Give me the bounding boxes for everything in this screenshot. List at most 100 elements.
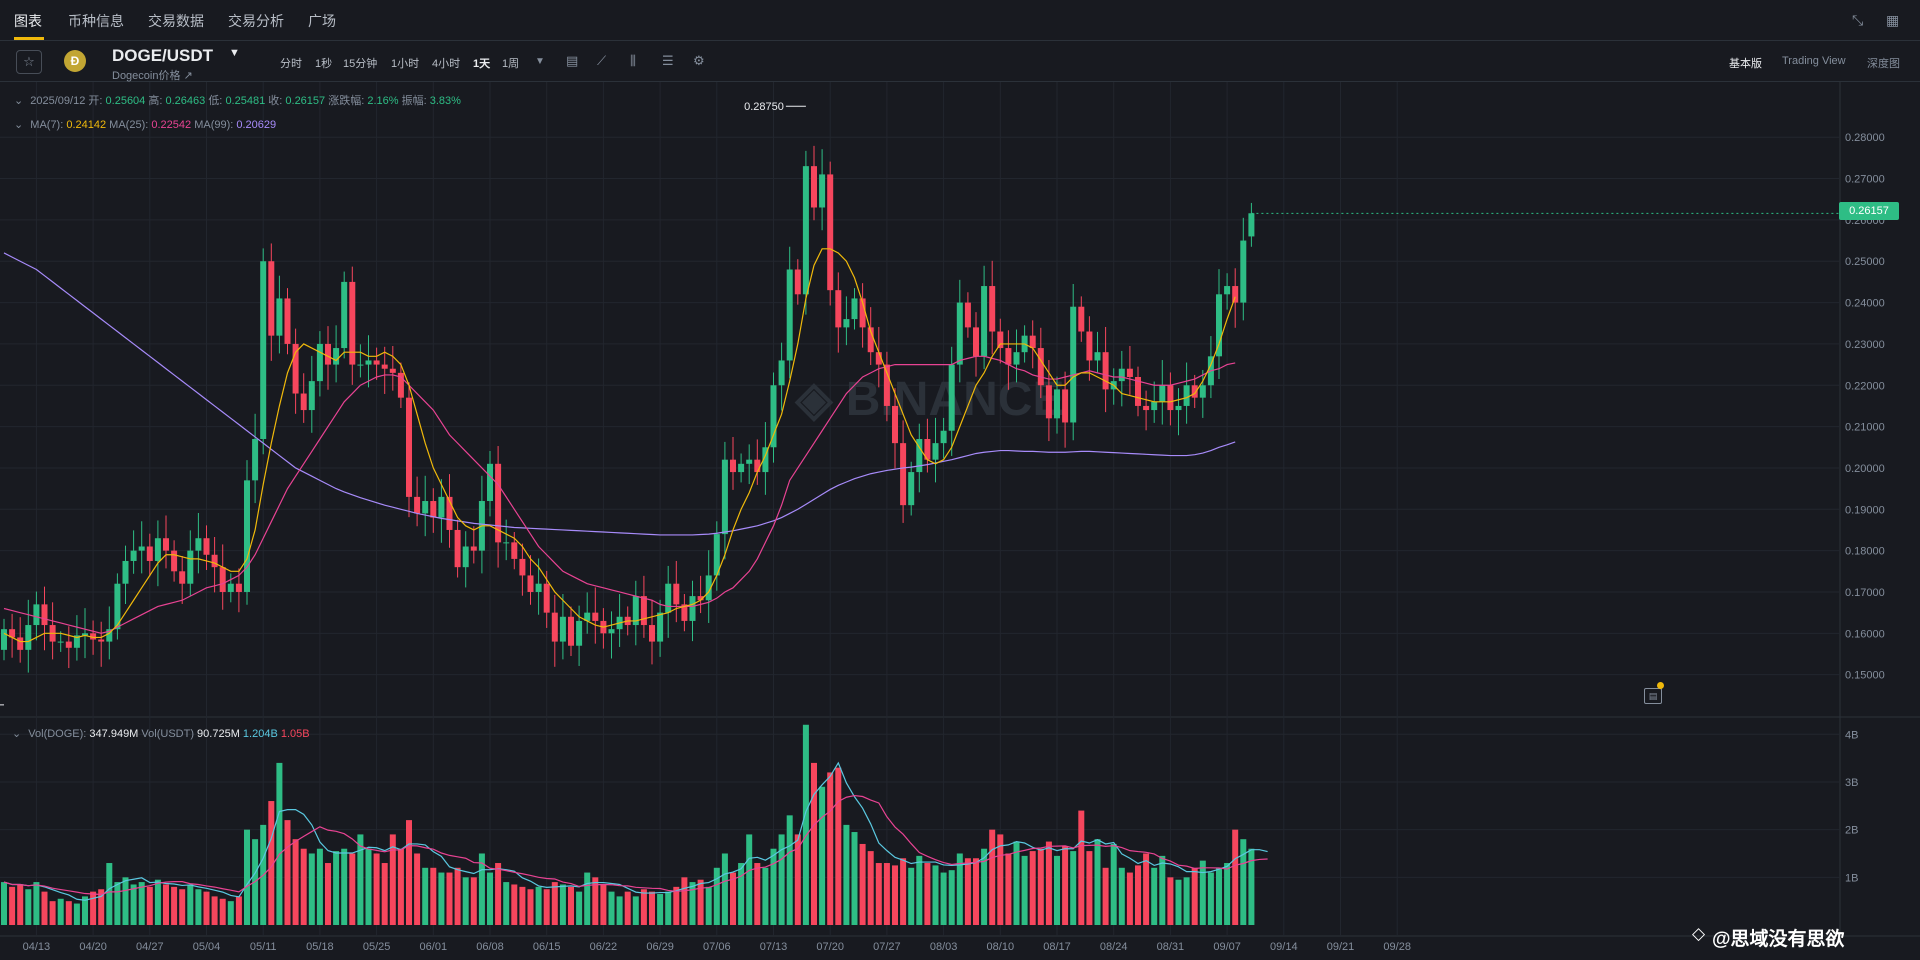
interval-1h[interactable]: 1小时 bbox=[391, 58, 420, 70]
date-tick-label: 08/10 bbox=[987, 941, 1015, 953]
price-tick-label: 0.20000 bbox=[1845, 463, 1885, 475]
candle-body bbox=[25, 625, 32, 650]
candle-body bbox=[73, 635, 80, 648]
candle-body bbox=[802, 166, 809, 295]
view-tradingview[interactable]: Trading View bbox=[1782, 55, 1846, 67]
ma-collapse-chevron-icon[interactable]: ⌄ bbox=[14, 119, 24, 131]
favorite-star-icon[interactable]: ☆ bbox=[16, 50, 42, 74]
candle-body bbox=[900, 443, 907, 506]
candle-body bbox=[559, 616, 566, 642]
volume-bar bbox=[478, 853, 485, 925]
volume-bar bbox=[357, 834, 364, 925]
symbol-subname-link[interactable]: Dogecoin价格 ↗ bbox=[112, 70, 193, 82]
candle-body bbox=[1167, 385, 1174, 411]
interval-4h[interactable]: 4小时 bbox=[432, 58, 461, 70]
volume-bar bbox=[892, 865, 898, 925]
volume-bar bbox=[130, 884, 137, 925]
candle-body bbox=[1191, 385, 1198, 398]
volume-bar bbox=[154, 879, 161, 925]
calendar-icon[interactable]: ▤ bbox=[566, 53, 579, 68]
candle-body bbox=[762, 447, 769, 473]
candle-body bbox=[770, 385, 777, 448]
symbol-dropdown-caret-icon[interactable]: ▼ bbox=[229, 47, 240, 59]
candle-type-icon[interactable]: ⫼ bbox=[630, 53, 636, 68]
tab-square[interactable]: 广场 bbox=[308, 13, 336, 29]
volume-bar bbox=[811, 762, 817, 925]
volume-bar bbox=[673, 886, 680, 925]
vol-usdt-label: Vol(USDT) bbox=[141, 728, 194, 740]
candle-body bbox=[519, 558, 526, 576]
collapse-icon[interactable]: ⤡ bbox=[1852, 12, 1864, 28]
volume-bar bbox=[827, 772, 834, 925]
volume-bar bbox=[657, 894, 664, 925]
candle-body bbox=[1029, 335, 1036, 349]
ohlc-legend: ⌄ 2025/09/12 开: 0.25604 高: 0.26463 低: 0.… bbox=[14, 92, 461, 108]
screenshot-tool-icon[interactable]: ▤ bbox=[1644, 688, 1662, 704]
interval-1w[interactable]: 1周 bbox=[502, 58, 520, 70]
date-tick-label: 07/13 bbox=[760, 941, 788, 953]
candle-body bbox=[1118, 368, 1125, 382]
price-tick-label: 0.18000 bbox=[1845, 546, 1885, 558]
volume-bar bbox=[1135, 865, 1141, 925]
interval-timeline[interactable]: 分时 bbox=[280, 58, 302, 70]
volume-bar bbox=[33, 882, 40, 925]
candle-body bbox=[252, 439, 259, 481]
settings-gear-icon[interactable]: ⚙ bbox=[693, 53, 705, 68]
volume-bar bbox=[106, 863, 113, 925]
watermark-text: @思域没有思欲 bbox=[1712, 929, 1845, 950]
candle-body bbox=[308, 381, 315, 411]
volume-bar bbox=[244, 829, 250, 925]
tab-trade-data[interactable]: 交易数据 bbox=[148, 13, 204, 29]
candle-body bbox=[592, 612, 599, 621]
ma99-line bbox=[3, 252, 1236, 536]
interval-more-caret-icon[interactable]: ▼ bbox=[535, 56, 545, 67]
layout-grid-icon[interactable]: ▦ bbox=[1886, 12, 1900, 28]
volume-bar bbox=[1102, 867, 1109, 925]
volume-bar bbox=[1029, 851, 1036, 925]
candle-body bbox=[697, 596, 704, 601]
candle-body bbox=[730, 459, 736, 473]
volume-bar bbox=[227, 901, 234, 925]
interval-1s[interactable]: 1秒 bbox=[315, 58, 333, 70]
price-tick-label: 0.19000 bbox=[1845, 504, 1885, 516]
date-tick-label: 09/28 bbox=[1383, 941, 1411, 953]
tab-trade-analysis[interactable]: 交易分析 bbox=[228, 13, 284, 29]
volume-bar bbox=[316, 848, 323, 925]
candle-body bbox=[916, 439, 923, 473]
volume-collapse-chevron-icon[interactable]: ⌄ bbox=[12, 728, 22, 740]
tab-coin-info[interactable]: 币种信息 bbox=[68, 13, 124, 29]
candle-body bbox=[851, 298, 858, 320]
volume-bar bbox=[138, 882, 145, 925]
volume-bar bbox=[859, 843, 866, 925]
candle-body bbox=[470, 546, 477, 551]
candle-body bbox=[1175, 405, 1182, 411]
vol-ma1-value: 1.204B bbox=[242, 728, 278, 740]
volume-bar bbox=[365, 848, 372, 925]
volume-bar bbox=[1054, 855, 1060, 925]
date-tick-label: 09/07 bbox=[1213, 941, 1241, 953]
volume-bar bbox=[632, 896, 639, 925]
view-depth[interactable]: 深度图 bbox=[1867, 58, 1900, 70]
volume-bar bbox=[389, 834, 396, 925]
chart-settings-list-icon[interactable]: ☰ bbox=[662, 53, 674, 68]
ohlc-collapse-chevron-icon[interactable]: ⌄ bbox=[14, 95, 24, 107]
volume-bar bbox=[616, 896, 623, 925]
view-basic[interactable]: 基本版 bbox=[1729, 58, 1762, 70]
indicator-icon[interactable]: ⟋ bbox=[597, 53, 607, 68]
volume-bar bbox=[284, 820, 291, 925]
tab-chart[interactable]: 图表 bbox=[14, 13, 42, 29]
volume-bar bbox=[746, 834, 753, 925]
date-tick-label: 08/31 bbox=[1157, 941, 1185, 953]
candle-body bbox=[381, 364, 388, 369]
volume-bar bbox=[1045, 841, 1052, 925]
volume-bar bbox=[689, 882, 696, 925]
candle-body bbox=[649, 625, 655, 642]
symbol-pair[interactable]: DOGE/USDT bbox=[112, 46, 214, 65]
price-tick-label: 0.24000 bbox=[1845, 298, 1885, 310]
candle-body bbox=[713, 534, 720, 576]
candle-body bbox=[705, 575, 712, 601]
candle-body bbox=[57, 641, 64, 643]
interval-15m[interactable]: 15分钟 bbox=[343, 58, 378, 70]
interval-1d[interactable]: 1天 bbox=[473, 58, 491, 70]
